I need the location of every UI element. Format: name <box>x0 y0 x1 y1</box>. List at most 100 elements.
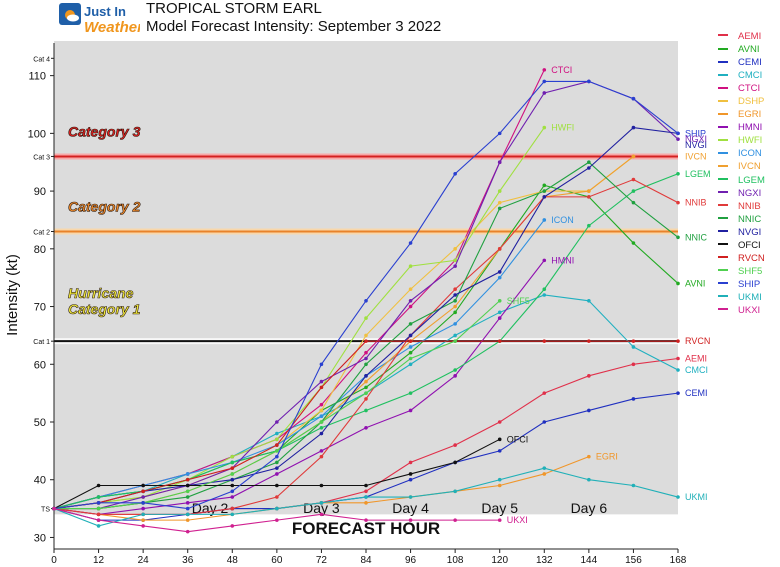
day-label: Day 5 <box>481 500 518 516</box>
series-point-ukxi <box>364 518 368 522</box>
series-point-shf5 <box>96 506 101 511</box>
series-point-aemi <box>631 362 636 367</box>
series-point-shf5 <box>185 489 190 494</box>
legend-label: ICON <box>738 148 762 160</box>
legend-item-ofci: OFCI <box>718 239 765 252</box>
category-label-1-0: Category 2 <box>68 198 141 214</box>
legend-label: HWFI <box>738 135 763 147</box>
series-point-ngxi <box>497 160 502 165</box>
series-point-shf5 <box>319 420 324 424</box>
legend-label: NVGI <box>738 226 762 238</box>
series-point-nvgi <box>364 374 368 378</box>
x-tick-label: 84 <box>360 555 372 566</box>
series-point-cmci <box>542 293 547 297</box>
series-point-ship <box>141 501 145 505</box>
series-point-nnic <box>185 495 190 499</box>
series-point-hwfi <box>453 258 457 263</box>
series-point-icon <box>542 218 547 222</box>
svg-text:Just In: Just In <box>84 4 126 19</box>
end-label-nvgi: NVGI <box>685 140 707 150</box>
series-point-shf5 <box>275 449 279 453</box>
plot-background <box>54 41 678 515</box>
legend-swatch <box>718 112 728 115</box>
series-point-shf5 <box>364 391 368 395</box>
legend-item-ukmi: UKMI <box>718 291 765 304</box>
series-point-nnic <box>631 200 636 205</box>
legend-item-hmni: HMNI <box>718 121 765 134</box>
series-point-lgem <box>676 171 680 176</box>
legend-label: AEMI <box>738 31 762 42</box>
series-point-nvgi <box>587 166 591 170</box>
series-point-nnib <box>230 506 235 511</box>
series-point-ukmi <box>497 477 502 482</box>
legend-item-rvcn: RVCN <box>718 252 765 265</box>
series-point-ofci <box>408 472 413 476</box>
end-label-aemi: AEMI <box>685 354 707 364</box>
series-point-hwfi <box>408 264 413 268</box>
series-point-nnib <box>631 177 636 182</box>
just-in-weather-logo: Just In Weather <box>58 2 144 38</box>
series-point-avni <box>364 385 368 390</box>
series-point-egri <box>141 518 145 522</box>
series-point-nnib <box>319 454 324 459</box>
series-point-cemi <box>587 408 591 413</box>
series-point-nnib <box>453 287 457 292</box>
series-point-aemi <box>453 443 457 447</box>
series-point-nvgi <box>230 477 235 482</box>
series-point-ukxi <box>408 518 413 522</box>
series-point-egri <box>497 483 502 488</box>
series-point-ctci <box>408 304 413 309</box>
series-point-ukmi <box>141 512 145 517</box>
series-point-ofci <box>96 483 101 488</box>
series-point-dshp <box>408 287 413 292</box>
series-point-hmni <box>453 374 457 378</box>
y-tick-label: 30 <box>34 532 46 544</box>
series-point-ngxi <box>141 495 145 499</box>
x-tick-label: 168 <box>670 555 687 566</box>
series-point-ofci <box>141 483 145 488</box>
legend-swatch <box>718 295 728 298</box>
series-point-ofci <box>275 483 279 488</box>
series-point-nvgi <box>631 125 636 130</box>
category-tick-label: TS <box>41 507 50 514</box>
series-point-cmci <box>453 333 457 338</box>
legend-label: DSHP <box>738 96 765 108</box>
series-point-nvgi <box>453 293 457 297</box>
chart-legend: AEMI AVNI CEMI CMCI CTCI DSHP EGRI HMNI HWFI ICON… <box>718 30 765 317</box>
end-label-nnib: NNIB <box>685 198 707 208</box>
series-point-ship <box>319 362 324 367</box>
series-point-lgem <box>631 189 636 193</box>
series-point-icon <box>319 414 324 419</box>
series-line-icon <box>53 219 545 510</box>
legend-item-egri: EGRI <box>718 108 765 121</box>
series-point-rvcn <box>185 477 190 482</box>
series-point-avni <box>408 350 413 355</box>
series-point-hwfi <box>275 437 279 442</box>
legend-swatch <box>718 191 728 194</box>
series-point-avni <box>676 281 680 286</box>
legend-item-icon: ICON <box>718 147 765 160</box>
legend-item-ukxi: UKXI <box>718 304 765 317</box>
legend-label: CTCI <box>738 83 761 95</box>
series-point-aemi <box>542 391 547 395</box>
series-point-shf5 <box>230 472 235 476</box>
series-point-ukxi <box>185 529 190 534</box>
series-point-ukxi <box>141 524 145 528</box>
series-point-hmni <box>230 495 235 499</box>
series-point-ship <box>631 96 636 101</box>
legend-label: NNIB <box>738 200 761 212</box>
series-point-ukmi <box>96 524 101 528</box>
series-point-aemi <box>587 374 591 378</box>
legend-swatch <box>718 47 728 50</box>
end-label-ctci: CTCI <box>551 65 572 75</box>
series-point-hwfi <box>542 125 547 130</box>
day-label: Day 4 <box>392 500 429 516</box>
series-point-nvgi <box>542 195 547 199</box>
end-label-ofci: OFCI <box>507 434 529 444</box>
legend-label: SHIP <box>738 278 761 290</box>
series-point-ship <box>453 171 457 176</box>
x-tick-label: 12 <box>93 555 105 566</box>
end-label-ukmi: UKMI <box>685 492 708 502</box>
series-point-rvcn <box>408 339 413 343</box>
series-point-ship <box>230 489 235 494</box>
